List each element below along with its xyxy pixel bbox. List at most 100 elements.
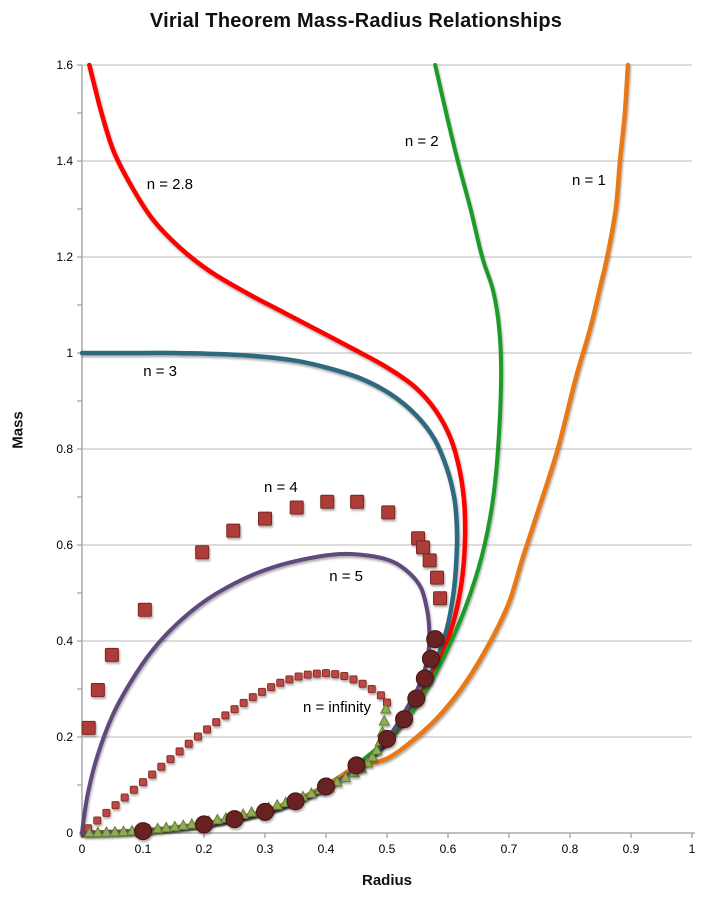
- ninf-marker: [267, 683, 276, 692]
- y-tick-label: 1.6: [56, 58, 73, 72]
- ninf-marker: [340, 672, 349, 681]
- ninf-marker: [184, 739, 193, 748]
- y-tick-label: 0.8: [56, 442, 73, 456]
- circles-marker: [256, 802, 274, 821]
- ninf-marker: [322, 669, 330, 678]
- curve-label-n5: n = 5: [329, 568, 363, 585]
- curve-label-ninf: n = infinity: [303, 699, 371, 716]
- ninf-marker: [294, 672, 303, 681]
- ninf-marker: [303, 670, 312, 679]
- triangles-marker: [378, 714, 391, 726]
- ninf-marker: [102, 808, 111, 817]
- x-tick-label: 0: [79, 842, 86, 856]
- x-tick-label: 0.7: [501, 842, 518, 856]
- ninf-marker: [349, 675, 358, 684]
- curve-label-n4: n = 4: [264, 479, 298, 496]
- curve-labels-layer: n = 3 n = 2.8 n = 2 n = 1 n = 5 n = infinity n…: [143, 133, 606, 716]
- triangles-marker: [379, 702, 392, 714]
- x-tick-label: 1: [689, 842, 696, 856]
- ninf-marker: [257, 687, 266, 696]
- circles-marker: [426, 630, 445, 649]
- triangles-marker: [177, 819, 190, 831]
- triangles-marker: [160, 821, 173, 833]
- series-n4: [81, 494, 448, 735]
- y-tick-label: 1: [66, 346, 73, 360]
- series-n3: [79, 350, 460, 836]
- ninf-marker: [331, 670, 340, 679]
- n4-marker: [422, 553, 437, 568]
- x-tick-label: 0.9: [623, 842, 640, 856]
- ninf-marker: [376, 691, 385, 700]
- triangles-marker: [100, 825, 113, 837]
- n4-marker: [258, 511, 272, 526]
- n3-line: [79, 350, 460, 836]
- ninf-marker: [212, 718, 221, 727]
- triangles-marker: [271, 798, 284, 810]
- ninf-marker: [120, 793, 129, 802]
- circles-marker: [225, 810, 244, 829]
- y-tick-label: 0.2: [56, 730, 73, 744]
- n4-marker: [430, 570, 445, 585]
- triangles-marker: [245, 805, 258, 817]
- n4-marker: [433, 591, 448, 606]
- curve-label-n3: n = 3: [143, 363, 177, 380]
- x-tick-label: 0.1: [135, 842, 152, 856]
- x-tick-label: 0.8: [562, 842, 579, 856]
- ninf-marker: [139, 778, 147, 787]
- triangles-marker: [92, 826, 104, 838]
- circles-marker: [395, 710, 414, 729]
- y-tick-label: 1.4: [56, 154, 73, 168]
- circles-marker: [407, 689, 426, 708]
- ninf-marker: [148, 770, 157, 779]
- ninf-marker: [230, 705, 239, 714]
- ninf-marker: [157, 762, 166, 771]
- series-layer: [79, 62, 631, 841]
- x-tick-label: 0.2: [196, 842, 213, 856]
- x-tick-label: 0.6: [440, 842, 457, 856]
- n4-marker: [350, 494, 365, 509]
- circles-marker: [378, 729, 396, 748]
- y-tick-label: 0.4: [56, 634, 73, 648]
- triangles-marker: [168, 820, 181, 832]
- ninf-marker: [239, 698, 248, 707]
- ninf-marker: [276, 678, 285, 687]
- x-axis-title: Radius: [361, 872, 413, 889]
- x-tick-label: 0.5: [379, 842, 396, 856]
- triangles-marker: [370, 743, 383, 755]
- triangles-marker: [117, 825, 130, 837]
- ninf-marker: [193, 732, 202, 741]
- ninf-marker: [203, 725, 212, 734]
- ninf-marker: [312, 669, 321, 678]
- ninf-marker: [111, 801, 120, 810]
- n4-marker: [104, 647, 119, 662]
- circles-marker: [286, 792, 305, 811]
- ninf-marker: [93, 816, 102, 825]
- n4-marker: [195, 545, 210, 560]
- chart-title: Virial Theorem Mass-Radius Relationships: [149, 10, 563, 32]
- triangles-marker: [83, 826, 96, 838]
- y-tick-label: 0: [66, 826, 73, 840]
- n4-marker: [226, 523, 241, 538]
- ninf-marker: [358, 679, 367, 688]
- n4-marker: [289, 500, 304, 515]
- curve-label-n28: n = 2.8: [147, 176, 193, 193]
- ninf-marker: [129, 785, 138, 794]
- x-tick-label: 0.4: [318, 842, 335, 856]
- n4-marker: [415, 540, 430, 555]
- circles-marker: [195, 815, 213, 834]
- y-tick-label: 0.6: [56, 538, 73, 552]
- circles-marker: [134, 822, 152, 841]
- triangles-marker: [109, 825, 121, 837]
- triangles-marker: [151, 822, 164, 834]
- ninf-marker: [285, 675, 294, 684]
- circles-marker: [415, 669, 434, 688]
- ninf-marker: [221, 711, 230, 720]
- triangles-marker: [305, 787, 318, 798]
- axes-layer: 0 0.1 0.2 0.3 0.4 0.5 0.6 0.7 0.8 0.9 1 0 0.2 0.4 0.6 0…: [56, 58, 695, 856]
- triangles-marker: [366, 750, 379, 762]
- n4-marker: [381, 505, 396, 520]
- n4-marker: [90, 682, 105, 697]
- ninf-marker: [166, 755, 175, 764]
